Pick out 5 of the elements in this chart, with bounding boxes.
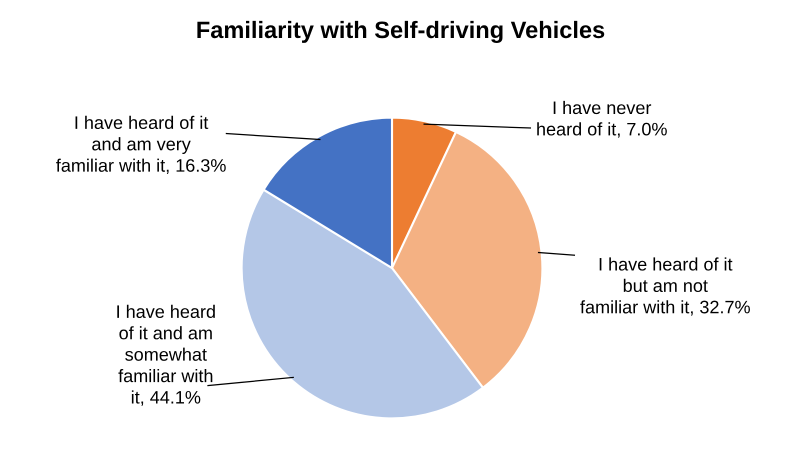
slice-label: I have heard of it and am somewhat familiar with it, 44.1% — [117, 304, 215, 406]
slice-label: I have heard of it and am very familiar with it, 16.3% — [56, 116, 226, 174]
chart-title: Familiarity with Self-driving Vehicles — [197, 20, 604, 43]
slice-label: I have never heard of it, 7.0% — [537, 100, 667, 138]
slice-label: I have heard of it but am not familiar with it, 32.7% — [580, 257, 750, 316]
